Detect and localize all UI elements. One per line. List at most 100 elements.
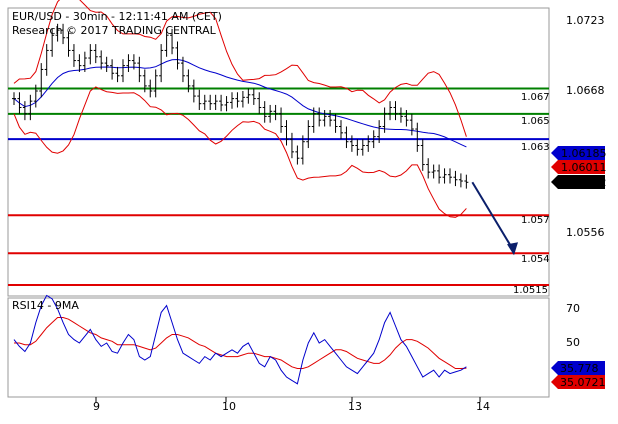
chart-title: EUR/USD - 30min - 12:11:41 AM (CET) xyxy=(12,10,222,23)
price-bar xyxy=(360,139,365,156)
price-bar xyxy=(170,28,175,55)
price-bar xyxy=(33,84,38,108)
price-bar xyxy=(213,94,218,111)
price-bar xyxy=(39,63,44,98)
price-bar xyxy=(371,130,376,149)
price-bar xyxy=(268,104,273,123)
price-bar xyxy=(66,31,71,57)
price-bar xyxy=(219,94,224,112)
price-bar xyxy=(426,158,431,179)
price-axis-tick: 1.0556 xyxy=(566,226,605,239)
date-tick: 14 xyxy=(476,400,490,413)
price-bar xyxy=(104,56,109,72)
price-bar xyxy=(159,44,164,83)
price-bar xyxy=(257,92,262,114)
price-bar xyxy=(273,104,278,121)
price-bar xyxy=(377,120,382,143)
price-bar xyxy=(366,135,371,152)
price-bar xyxy=(208,94,213,111)
level-label-1063: 1.063 xyxy=(521,142,550,153)
price-bar xyxy=(164,28,169,57)
price-axis-tick: 1.0723 xyxy=(566,14,605,27)
ma-value-tag: 1.06185 xyxy=(551,146,607,160)
price-axis-tick: 1.0668 xyxy=(566,84,605,97)
price-bar xyxy=(71,44,76,67)
rsi-axis-tick: 50 xyxy=(566,336,580,349)
price-bar xyxy=(175,41,180,70)
svg-text:1.06011: 1.06011 xyxy=(561,161,607,174)
bollinger-lower xyxy=(13,86,467,218)
price-bars xyxy=(12,23,469,189)
price-bar xyxy=(333,113,338,133)
price-bar xyxy=(415,122,420,152)
price-bar xyxy=(61,23,66,45)
moving-average-line xyxy=(13,58,467,148)
price-bar xyxy=(317,107,322,127)
price-bar xyxy=(121,59,125,83)
price-bar xyxy=(398,107,403,123)
level-lines xyxy=(8,87,549,286)
last-price-tag: 1.05962 xyxy=(551,175,607,189)
price-bar xyxy=(142,69,147,93)
date-axis: 9 10 13 14 xyxy=(93,397,490,413)
price-bar xyxy=(240,91,245,108)
price-bar xyxy=(153,69,158,98)
price-bar xyxy=(295,145,300,165)
level-label-1057: 1.057 xyxy=(521,215,550,226)
ma2-value-tag: 1.06011 xyxy=(551,160,607,174)
price-bar xyxy=(93,44,98,64)
price-bar xyxy=(355,139,360,156)
price-bar xyxy=(344,126,349,149)
price-bar xyxy=(311,107,316,133)
price-bar xyxy=(186,69,191,93)
moving-average-path xyxy=(13,58,467,148)
price-bar xyxy=(388,101,393,121)
price-bar xyxy=(262,101,267,123)
level-label-1067: 1.067 xyxy=(521,92,550,103)
price-bar xyxy=(202,94,207,111)
price-bar xyxy=(197,89,202,111)
level-label-1065: 1.065 xyxy=(521,116,550,127)
price-bar xyxy=(306,120,311,149)
price-bar xyxy=(235,92,240,108)
rsi-panel xyxy=(13,294,467,385)
price-bar xyxy=(12,92,16,105)
svg-text:35.0721: 35.0721 xyxy=(560,376,606,389)
rsi-ma-line xyxy=(14,317,467,369)
price-bar xyxy=(404,110,409,127)
price-bar xyxy=(131,54,136,70)
price-bar xyxy=(115,66,120,83)
chart-subtitle: Research © 2017 TRADING CENTRAL xyxy=(12,24,217,37)
price-bar xyxy=(328,110,333,127)
price-bar xyxy=(349,135,354,152)
price-bar xyxy=(251,88,256,105)
price-bar xyxy=(44,44,49,76)
forecast-arrow-shaft xyxy=(471,181,515,252)
price-bar xyxy=(22,101,27,121)
price-bar xyxy=(448,168,452,184)
price-bar xyxy=(180,56,185,83)
price-bar xyxy=(191,79,196,103)
price-bar xyxy=(442,168,447,184)
price-bar xyxy=(382,107,387,133)
bollinger-bands xyxy=(13,0,467,218)
price-bar xyxy=(50,28,55,57)
forecast-arrow-head xyxy=(507,242,518,256)
price-bar xyxy=(55,23,60,42)
date-tick: 10 xyxy=(222,400,236,413)
price-bar xyxy=(137,56,142,83)
date-tick: 9 xyxy=(93,400,100,413)
price-bar xyxy=(246,88,251,104)
price-bar xyxy=(453,170,458,187)
price-bar xyxy=(322,110,327,127)
price-bar xyxy=(431,164,436,179)
rsi-axis-tick: 70 xyxy=(566,302,580,315)
price-bar xyxy=(82,51,87,72)
rsi-ma-value-tag: 35.0721 xyxy=(551,375,606,389)
price-bar xyxy=(224,96,229,112)
price-bar xyxy=(437,164,442,184)
price-bar xyxy=(126,54,131,72)
svg-text:1.05962: 1.05962 xyxy=(561,176,607,189)
forecast-arrow xyxy=(471,181,518,256)
